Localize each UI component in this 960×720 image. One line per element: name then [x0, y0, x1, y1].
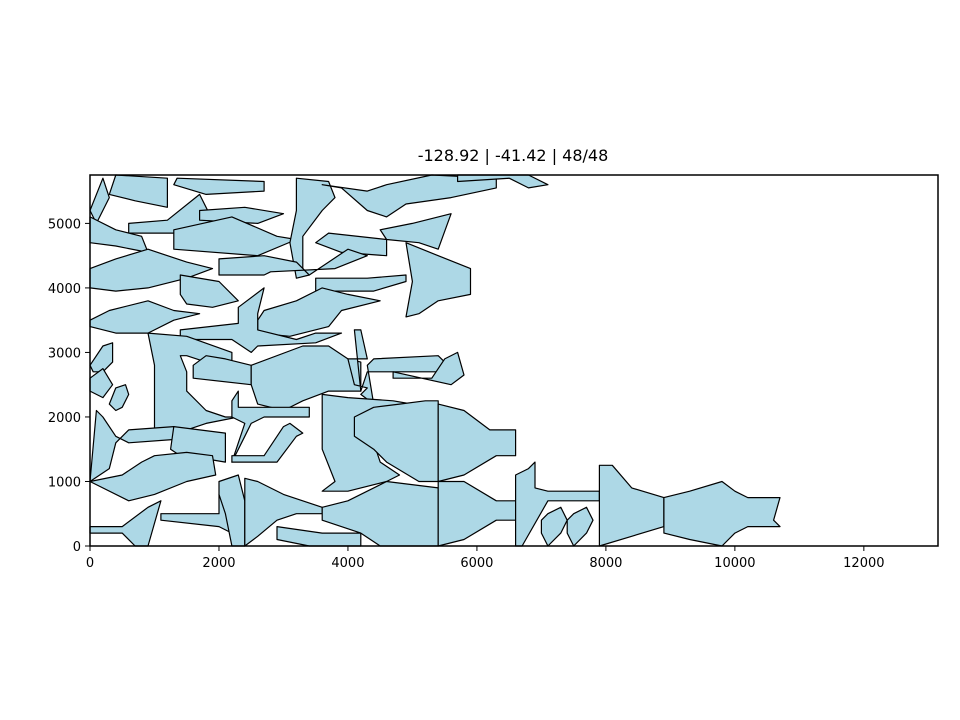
pieces-layer [89, 174, 781, 547]
x-tick-label-0: 0 [86, 556, 94, 571]
x-tick-label-10000: 10000 [714, 556, 755, 571]
packed-piece-35 [437, 403, 517, 483]
packed-piece-2 [108, 174, 168, 208]
x-tick-label-2000: 2000 [202, 556, 235, 571]
packed-piece-45 [540, 506, 568, 547]
packed-piece-17 [405, 242, 472, 318]
packed-piece-24 [250, 345, 362, 412]
x-tick-label-4000: 4000 [331, 556, 364, 571]
packed-piece-29 [231, 390, 310, 463]
packed-piece-18 [89, 300, 201, 334]
packed-piece-14 [89, 248, 214, 292]
chart-title: -128.92 | -41.42 | 48/48 [418, 146, 609, 165]
packed-piece-48 [663, 480, 781, 547]
packed-piece-25 [347, 329, 446, 405]
packed-piece-20 [179, 287, 343, 353]
packed-piece-15 [179, 274, 239, 308]
packed-piece-13 [218, 248, 368, 276]
y-axis: 0 1000 2000 3000 4000 5000 [48, 217, 90, 555]
x-tick-label-8000: 8000 [589, 556, 622, 571]
x-axis: 0 2000 4000 6000 8000 10000 12000 [86, 546, 885, 571]
y-tick-label-4000: 4000 [48, 282, 81, 297]
x-tick-label-12000: 12000 [843, 556, 884, 571]
packed-piece-28 [108, 384, 130, 412]
y-tick-label-5000: 5000 [48, 217, 81, 232]
y-tick-label-1000: 1000 [48, 475, 81, 490]
packed-piece-40 [244, 477, 323, 547]
y-tick-label-3000: 3000 [48, 346, 81, 361]
packed-piece-36 [89, 451, 217, 502]
y-tick-label-0: 0 [73, 540, 81, 555]
packed-piece-12 [379, 213, 452, 250]
packed-piece-32 [231, 422, 304, 463]
x-tick-label-6000: 6000 [460, 556, 493, 571]
y-tick-label-2000: 2000 [48, 411, 81, 426]
packed-piece-21 [89, 342, 114, 373]
packed-piece-26 [392, 351, 465, 386]
packed-piece-9 [321, 174, 497, 218]
plot-frame [89, 174, 939, 547]
packed-piece-46 [566, 506, 594, 547]
packed-piece-3 [173, 177, 265, 195]
